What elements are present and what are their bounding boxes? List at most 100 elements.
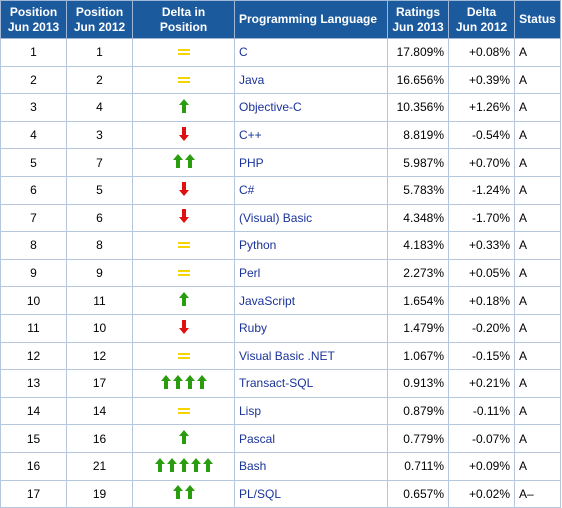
header-position-2013-line1: Position xyxy=(9,4,58,19)
cell-language: Bash xyxy=(234,451,388,481)
cell-rating: 5.987% xyxy=(387,148,449,177)
table-row: 2 2 Java 16.656% +0.39% A xyxy=(0,65,561,95)
cell-rating: 0.779% xyxy=(387,424,449,453)
cell-delta-position xyxy=(132,175,235,205)
cell-delta: -0.54% xyxy=(448,120,515,150)
table-row: 13 17 Transact-SQL 0.913% +0.21% A xyxy=(0,369,561,398)
cell-delta: -1.24% xyxy=(448,175,515,205)
delta-arrows xyxy=(178,209,189,224)
cell-delta-position xyxy=(132,396,235,426)
cell-position-2012: 8 xyxy=(66,231,133,260)
table-row: 7 6 (Visual) Basic 4.348% -1.70% A xyxy=(0,203,561,233)
cell-position-2012: 21 xyxy=(66,451,133,481)
language-link[interactable]: Lisp xyxy=(239,404,262,419)
cell-language: (Visual) Basic xyxy=(234,203,388,233)
cell-delta: -0.15% xyxy=(448,341,515,371)
cell-status: A xyxy=(514,203,561,233)
cell-position-2012: 17 xyxy=(66,369,133,398)
arrow-down-icon xyxy=(178,209,189,224)
cell-rating: 0.913% xyxy=(387,369,449,398)
arrow-up-icon xyxy=(178,98,189,113)
arrow-up-icon xyxy=(196,374,207,389)
cell-language: C# xyxy=(234,175,388,205)
cell-language: Perl xyxy=(234,258,388,288)
cell-delta: +0.05% xyxy=(448,258,515,288)
language-link[interactable]: Perl xyxy=(239,266,261,281)
cell-delta-position xyxy=(132,451,235,481)
cell-position-2012: 4 xyxy=(66,93,133,122)
cell-rating: 16.656% xyxy=(387,65,449,95)
language-link[interactable]: Transact-SQL xyxy=(239,376,314,391)
cell-delta-position xyxy=(132,424,235,453)
cell-language: Java xyxy=(234,65,388,95)
cell-position-2013: 11 xyxy=(0,313,67,343)
cell-delta: +0.18% xyxy=(448,286,515,315)
cell-position-2013: 17 xyxy=(0,479,67,508)
language-link[interactable]: C++ xyxy=(239,128,262,143)
cell-delta-position xyxy=(132,313,235,343)
header-ratings-line1: Ratings xyxy=(395,4,440,19)
cell-rating: 0.657% xyxy=(387,479,449,508)
cell-status: A xyxy=(514,286,561,315)
cell-position-2012: 16 xyxy=(66,424,133,453)
cell-rating: 4.183% xyxy=(387,231,449,260)
cell-delta-position xyxy=(132,369,235,398)
delta-arrows xyxy=(178,430,189,445)
table-row: 10 11 JavaScript 1.654% +0.18% A xyxy=(0,286,561,315)
delta-arrows xyxy=(178,292,189,307)
arrow-down-icon xyxy=(178,319,189,334)
language-link[interactable]: C xyxy=(239,45,248,60)
header-position-2013-line2: Jun 2013 xyxy=(7,19,60,34)
cell-status: A xyxy=(514,369,561,398)
language-link[interactable]: Visual Basic .NET xyxy=(239,348,335,363)
equal-icon xyxy=(177,407,190,415)
delta-arrows xyxy=(178,319,189,334)
language-link[interactable]: Bash xyxy=(239,459,267,474)
cell-delta-position xyxy=(132,65,235,95)
cell-position-2013: 14 xyxy=(0,396,67,426)
table-row: 12 12 Visual Basic .NET 1.067% -0.15% A xyxy=(0,341,561,371)
header-delta-position: Delta in Position xyxy=(132,0,235,39)
cell-position-2013: 15 xyxy=(0,424,67,453)
language-link[interactable]: JavaScript xyxy=(239,293,296,308)
table-row: 1 1 C 17.809% +0.08% A xyxy=(0,38,561,67)
cell-position-2013: 3 xyxy=(0,93,67,122)
cell-rating: 0.711% xyxy=(387,451,449,481)
cell-delta: -0.11% xyxy=(448,396,515,426)
cell-position-2012: 2 xyxy=(66,65,133,95)
language-link[interactable]: Pascal xyxy=(239,431,276,446)
cell-position-2012: 6 xyxy=(66,203,133,233)
cell-position-2013: 5 xyxy=(0,148,67,177)
language-link[interactable]: Objective-C xyxy=(239,100,302,115)
cell-rating: 1.654% xyxy=(387,286,449,315)
arrow-up-icon xyxy=(166,457,177,472)
cell-position-2013: 10 xyxy=(0,286,67,315)
header-delta: Delta Jun 2012 xyxy=(448,0,515,39)
language-link[interactable]: C# xyxy=(239,183,255,198)
table-row: 14 14 Lisp 0.879% -0.11% A xyxy=(0,396,561,426)
language-link[interactable]: Ruby xyxy=(239,321,268,336)
cell-status: A– xyxy=(514,479,561,508)
language-link[interactable]: (Visual) Basic xyxy=(239,210,313,225)
delta-arrows xyxy=(172,485,195,500)
cell-status: A xyxy=(514,424,561,453)
language-link[interactable]: Python xyxy=(239,238,277,253)
cell-language: Objective-C xyxy=(234,93,388,122)
header-position-2012-line1: Position xyxy=(75,4,124,19)
cell-position-2012: 19 xyxy=(66,479,133,508)
language-link[interactable]: PHP xyxy=(239,155,264,170)
cell-position-2013: 12 xyxy=(0,341,67,371)
arrow-down-icon xyxy=(178,126,189,141)
arrow-up-icon xyxy=(172,374,183,389)
arrow-down-icon xyxy=(178,181,189,196)
arrow-up-icon xyxy=(184,485,195,500)
table-row: 17 19 PL/SQL 0.657% +0.02% A– xyxy=(0,479,561,508)
cell-delta: +0.08% xyxy=(448,38,515,67)
cell-language: Lisp xyxy=(234,396,388,426)
cell-position-2013: 1 xyxy=(0,38,67,67)
language-link[interactable]: Java xyxy=(239,72,265,87)
language-link[interactable]: PL/SQL xyxy=(239,486,282,501)
equal-icon xyxy=(177,269,190,277)
cell-language: Visual Basic .NET xyxy=(234,341,388,371)
cell-status: A xyxy=(514,258,561,288)
